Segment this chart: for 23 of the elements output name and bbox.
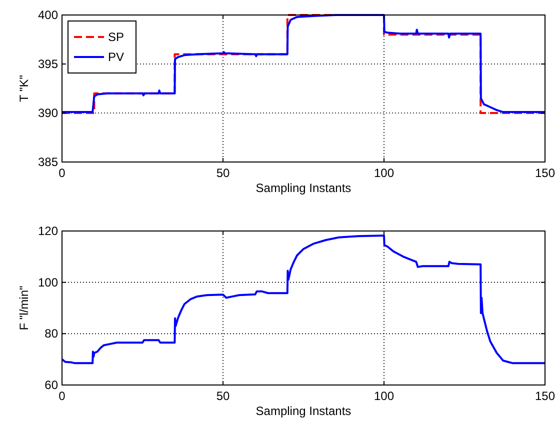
legend-label: PV [108, 50, 124, 64]
x-tick-label: 0 [58, 389, 66, 403]
legend-label: SP [108, 30, 124, 44]
x-tick-label: 150 [534, 166, 556, 180]
y-tick-label: 80 [44, 326, 58, 341]
x-tick-label: 150 [534, 389, 556, 403]
y-tick-label: 60 [44, 378, 58, 392]
y-tick-label: 390 [38, 106, 58, 120]
x-tick-label: 100 [374, 166, 394, 180]
y-tick-label: 120 [38, 224, 58, 238]
x-axis-title: Sampling Instants [256, 181, 352, 195]
x-tick-label: 50 [216, 389, 230, 403]
x-tick-label: 0 [58, 166, 66, 180]
y-tick-label: 395 [38, 57, 58, 71]
line-series [61, 234, 546, 364]
x-tick-label: 50 [216, 166, 230, 180]
y-tick-label: 385 [38, 155, 58, 169]
y-tick-label: 400 [38, 8, 58, 22]
y-tick-label: 100 [38, 275, 58, 290]
y-axis-title: F "l/min" [17, 286, 31, 330]
x-axis-title: Sampling Instants [256, 404, 352, 418]
y-axis-title: T "K" [17, 75, 31, 102]
x-tick-label: 100 [374, 389, 394, 403]
